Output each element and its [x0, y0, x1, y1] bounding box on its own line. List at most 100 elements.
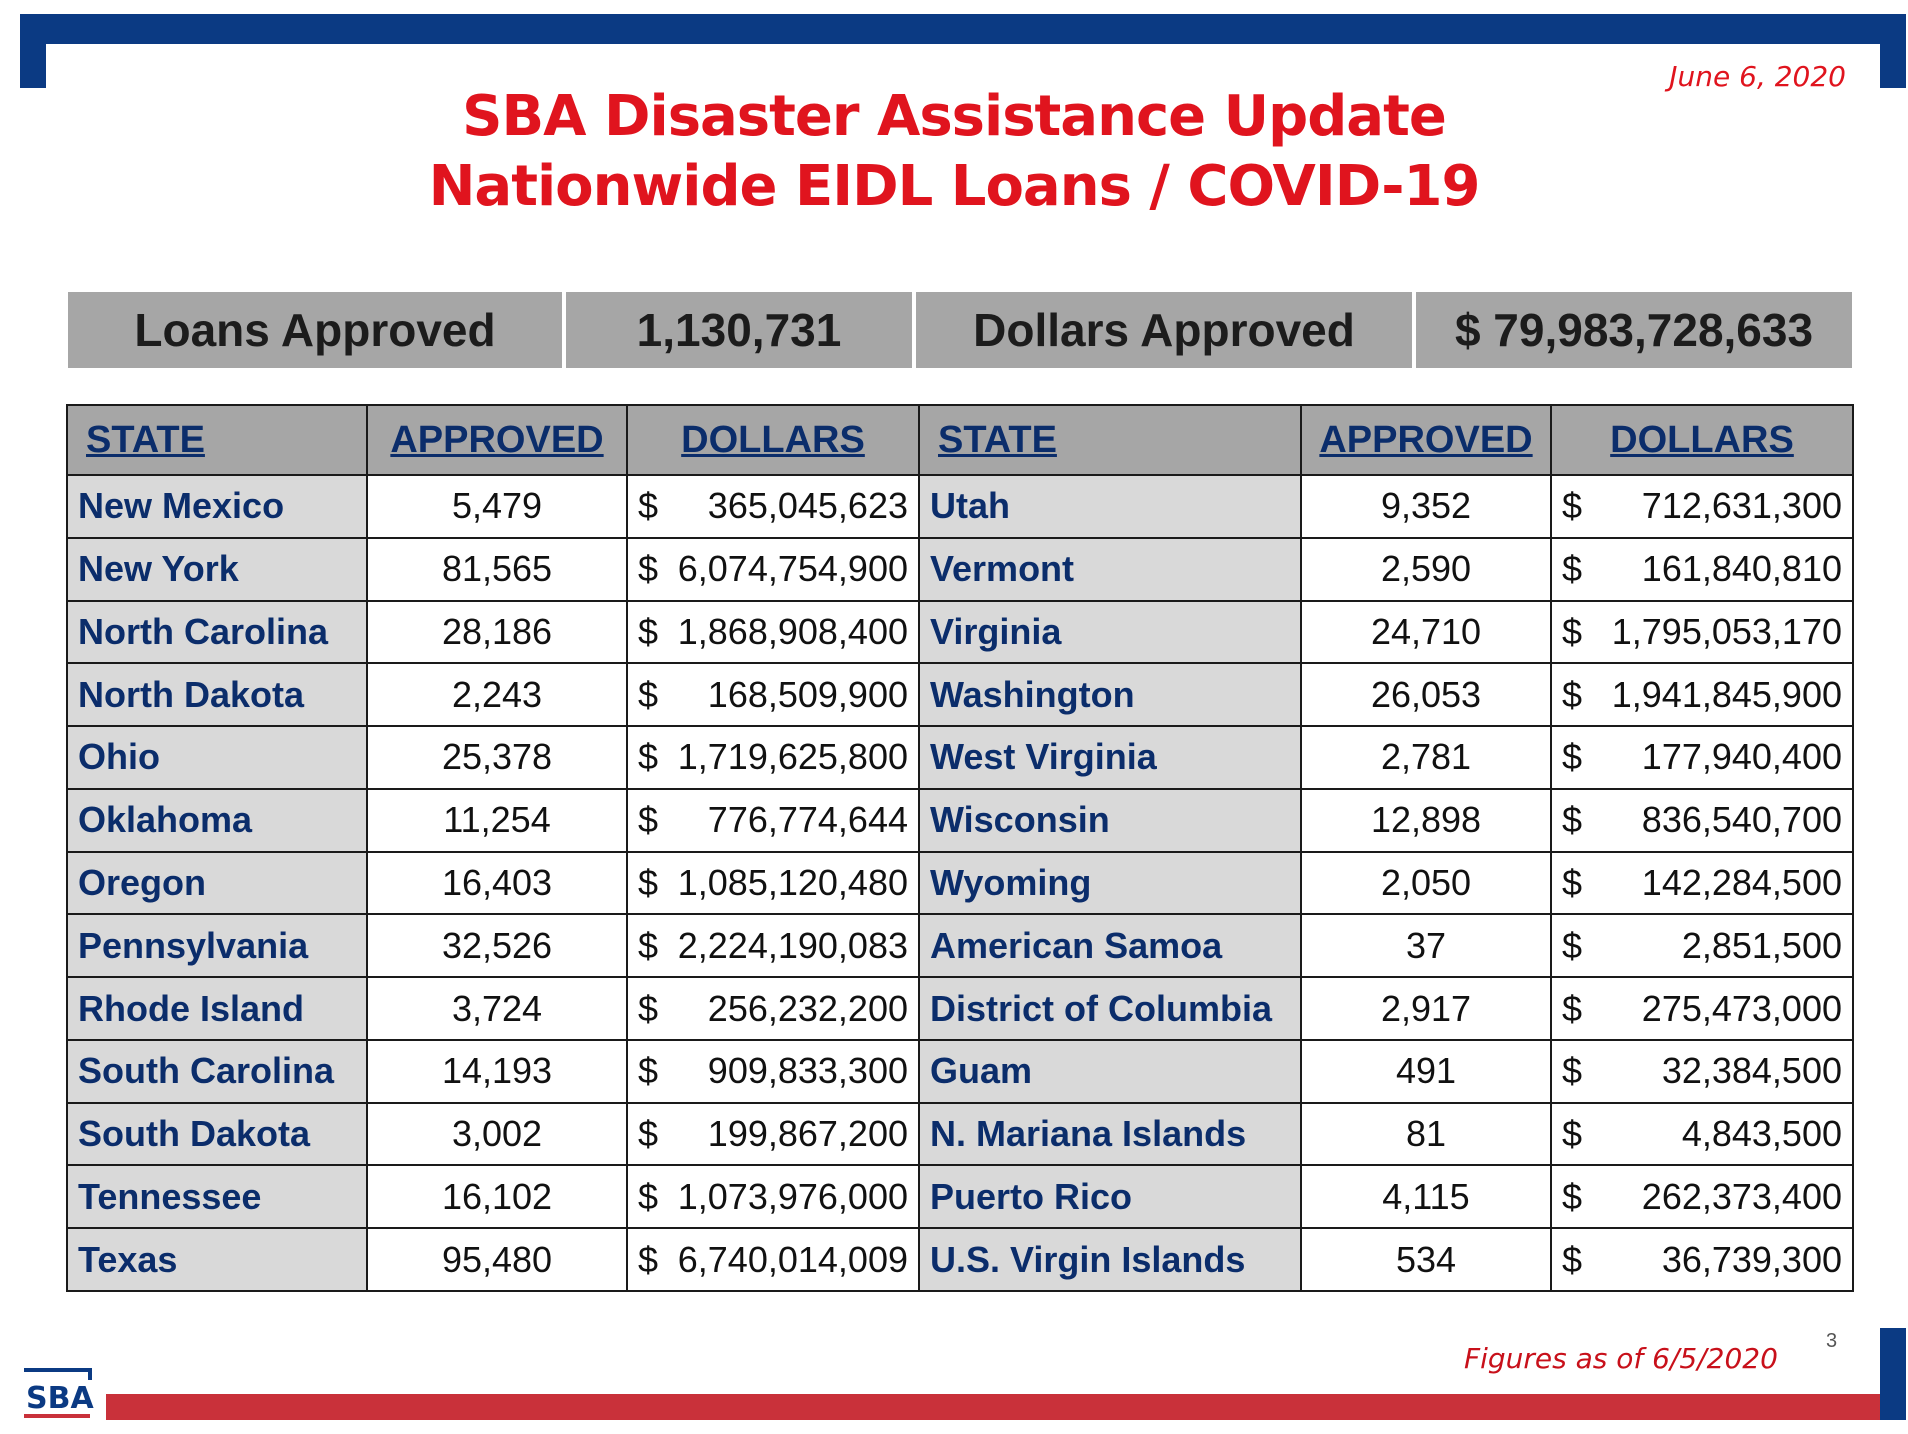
approved-count-cell: 16,102: [366, 1164, 628, 1230]
approved-count-cell: 37: [1300, 913, 1552, 979]
state-name-cell: West Virginia: [918, 725, 1302, 790]
dollars-cell: $32,384,500: [1550, 1038, 1854, 1104]
dollars-approved-label: Dollars Approved: [916, 292, 1412, 368]
state-name-cell: Puerto Rico: [918, 1164, 1302, 1230]
sba-logo-text: SBA: [26, 1381, 94, 1416]
dollars-cell: $909,833,300: [626, 1038, 920, 1104]
dollars-cell: $1,795,053,170: [1550, 599, 1854, 665]
table-row: New York 81,565 $6,074,754,900 Vermont 2,590…: [66, 536, 1854, 602]
dollars-cell: $836,540,700: [1550, 787, 1854, 853]
approved-count-cell: 81,565: [366, 536, 628, 602]
dollars-cell: $2,224,190,083: [626, 913, 920, 979]
dollars-approved-value: $ 79,983,728,633: [1416, 292, 1852, 368]
dollars-cell: $6,074,754,900: [626, 536, 920, 602]
approved-count-cell: 2,590: [1300, 536, 1552, 602]
top-left-corner-bar: [20, 14, 46, 88]
dollars-cell: $1,941,845,900: [1550, 662, 1854, 728]
approved-count-cell: 2,781: [1300, 725, 1552, 790]
title-line-2: Nationwide EIDL Loans / COVID-19: [428, 154, 1481, 219]
table-row: Rhode Island 3,724 $256,232,200 District of…: [66, 976, 1854, 1041]
state-name-cell: Oregon: [66, 850, 368, 916]
approved-count-cell: 28,186: [366, 599, 628, 665]
dollars-cell: $712,631,300: [1550, 474, 1854, 539]
approved-count-cell: 534: [1300, 1227, 1552, 1292]
state-name-cell: Guam: [918, 1038, 1302, 1104]
top-blue-bar: [20, 14, 1906, 44]
approved-count-cell: 26,053: [1300, 662, 1552, 728]
state-name-cell: Virginia: [918, 599, 1302, 665]
approved-count-cell: 95,480: [366, 1227, 628, 1292]
table-row: Oklahoma 11,254 $776,774,644 Wisconsin 12,89…: [66, 787, 1854, 853]
state-name-cell: Texas: [66, 1227, 368, 1292]
state-name-cell: N. Mariana Islands: [918, 1101, 1302, 1167]
dollars-cell: $776,774,644: [626, 787, 920, 853]
sba-logo: SBA: [24, 1368, 94, 1418]
header-state-1: STATE: [66, 404, 368, 476]
approved-count-cell: 4,115: [1300, 1164, 1552, 1230]
state-name-cell: New York: [66, 536, 368, 602]
state-name-cell: Wyoming: [918, 850, 1302, 916]
approved-count-cell: 24,710: [1300, 599, 1552, 665]
header-state-2: STATE: [918, 404, 1302, 476]
state-name-cell: Wisconsin: [918, 787, 1302, 853]
approved-count-cell: 9,352: [1300, 474, 1552, 539]
dollars-cell: $262,373,400: [1550, 1164, 1854, 1230]
approved-count-cell: 5,479: [366, 474, 628, 539]
table-header-row: STATE APPROVED DOLLARS STATE APPROVED DO…: [66, 404, 1854, 476]
header-dollars-2: DOLLARS: [1550, 404, 1854, 476]
state-name-cell: U.S. Virgin Islands: [918, 1227, 1302, 1292]
dollars-cell: $168,509,900: [626, 662, 920, 728]
table-row: North Dakota 2,243 $168,509,900 Washington 2…: [66, 662, 1854, 728]
state-name-cell: Tennessee: [66, 1164, 368, 1230]
state-name-cell: North Carolina: [66, 599, 368, 665]
state-name-cell: Vermont: [918, 536, 1302, 602]
approved-count-cell: 25,378: [366, 725, 628, 790]
approved-count-cell: 32,526: [366, 913, 628, 979]
dollars-cell: $142,284,500: [1550, 850, 1854, 916]
state-name-cell: South Carolina: [66, 1038, 368, 1104]
page-title: SBA Disaster Assistance Update Nationwid…: [0, 82, 1908, 222]
approved-count-cell: 81: [1300, 1101, 1552, 1167]
table-row: North Carolina 28,186 $1,868,908,400 Virgin…: [66, 599, 1854, 665]
table-row: Ohio 25,378 $1,719,625,800 West Virginia 2,7…: [66, 725, 1854, 790]
state-name-cell: Ohio: [66, 725, 368, 790]
table-row: Tennessee 16,102 $1,073,976,000 Puerto Rico…: [66, 1164, 1854, 1230]
dollars-cell: $199,867,200: [626, 1101, 920, 1167]
dollars-cell: $1,073,976,000: [626, 1164, 920, 1230]
header-approved-2: APPROVED: [1300, 404, 1552, 476]
approved-count-cell: 16,403: [366, 850, 628, 916]
dollars-cell: $275,473,000: [1550, 976, 1854, 1041]
dollars-cell: $2,851,500: [1550, 913, 1854, 979]
dollars-cell: $4,843,500: [1550, 1101, 1854, 1167]
state-name-cell: Utah: [918, 474, 1302, 539]
approved-count-cell: 2,917: [1300, 976, 1552, 1041]
states-table: STATE APPROVED DOLLARS STATE APPROVED DO…: [66, 404, 1854, 1292]
table-row: Pennsylvania 32,526 $2,224,190,083 American…: [66, 913, 1854, 979]
dollars-cell: $177,940,400: [1550, 725, 1854, 790]
figures-as-of: Figures as of 6/5/2020: [1464, 1342, 1778, 1375]
header-approved-1: APPROVED: [366, 404, 628, 476]
state-name-cell: Rhode Island: [66, 976, 368, 1041]
header-dollars-1: DOLLARS: [626, 404, 920, 476]
dollars-cell: $1,719,625,800: [626, 725, 920, 790]
state-name-cell: North Dakota: [66, 662, 368, 728]
title-line-1: SBA Disaster Assistance Update: [462, 84, 1447, 149]
state-name-cell: Washington: [918, 662, 1302, 728]
loans-approved-value: 1,130,731: [566, 292, 912, 368]
dollars-cell: $1,868,908,400: [626, 599, 920, 665]
table-row: Oregon 16,403 $1,085,120,480 Wyoming 2,050 $1…: [66, 850, 1854, 916]
state-name-cell: South Dakota: [66, 1101, 368, 1167]
state-name-cell: American Samoa: [918, 913, 1302, 979]
dollars-cell: $161,840,810: [1550, 536, 1854, 602]
page-number: 3: [1826, 1330, 1838, 1352]
dollars-cell: $1,085,120,480: [626, 850, 920, 916]
approved-count-cell: 11,254: [366, 787, 628, 853]
table-row: South Carolina 14,193 $909,833,300 Guam 491 $…: [66, 1038, 1854, 1104]
dollars-cell: $36,739,300: [1550, 1227, 1854, 1292]
loans-approved-label: Loans Approved: [68, 292, 562, 368]
top-right-corner-bar: [1880, 14, 1906, 88]
report-date: June 6, 2020: [1669, 60, 1846, 93]
approved-count-cell: 2,243: [366, 662, 628, 728]
state-name-cell: District of Columbia: [918, 976, 1302, 1041]
approved-count-cell: 2,050: [1300, 850, 1552, 916]
